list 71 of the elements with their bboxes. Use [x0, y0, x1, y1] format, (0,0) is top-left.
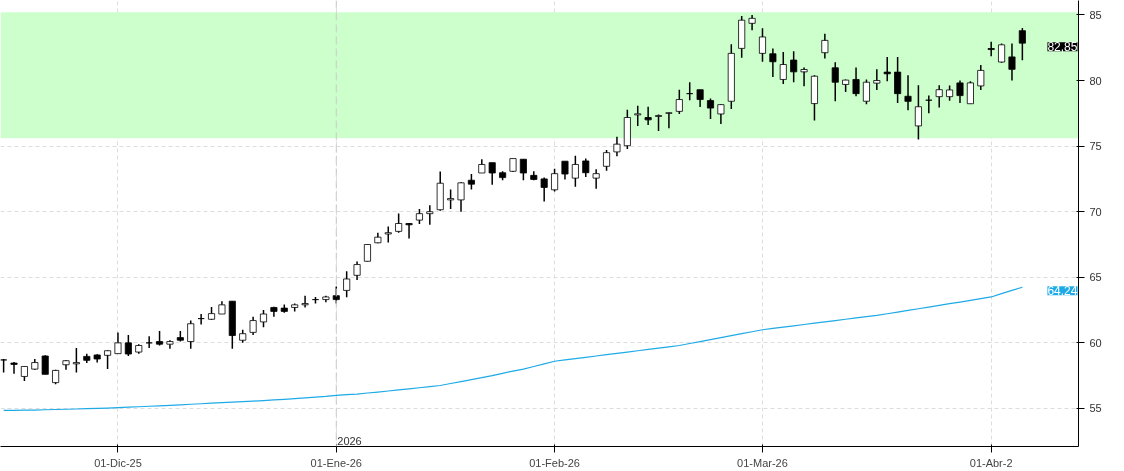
candlestick — [862, 78, 870, 105]
y-tick-label: 75 — [1089, 140, 1102, 153]
candlestick — [956, 79, 964, 104]
ref-line-label: 2026 — [337, 434, 362, 447]
candlestick — [779, 51, 787, 85]
candlestick — [582, 157, 590, 178]
y-tick-label: 60 — [1089, 336, 1102, 349]
candlestick — [540, 176, 548, 203]
candlestick — [592, 168, 600, 190]
candlestick — [145, 335, 153, 349]
x-tick-label: 01-Feb-26 — [529, 456, 580, 469]
candlestick — [665, 111, 673, 130]
candlestick — [10, 361, 18, 375]
y-tick-label: 70 — [1089, 205, 1102, 218]
y-tick-label: 55 — [1089, 402, 1102, 415]
candlestick — [675, 88, 683, 115]
candlestick — [1008, 42, 1016, 82]
text: 82,85 — [1047, 40, 1078, 55]
candlestick — [821, 32, 829, 60]
candlestick — [343, 270, 351, 299]
candlestick — [447, 188, 455, 210]
candlestick — [124, 334, 132, 357]
candlestick — [301, 294, 309, 309]
candlestick — [904, 74, 912, 111]
candlestick — [831, 61, 839, 102]
candlestick — [603, 149, 611, 172]
candlestick — [894, 56, 902, 104]
candlestick — [873, 68, 881, 91]
candlestick — [935, 84, 943, 109]
candlestick — [634, 104, 642, 127]
line-series — [3, 286, 1023, 412]
candlestick — [977, 64, 985, 91]
candlestick — [114, 331, 122, 355]
candlestick — [519, 158, 527, 181]
candlestick — [800, 66, 808, 87]
candlestick — [914, 84, 922, 141]
candlestick — [758, 27, 766, 63]
candlestick — [384, 225, 392, 244]
candlestick — [405, 222, 413, 240]
x-tick-label: 01-Ene-26 — [310, 456, 362, 469]
candlestick — [72, 347, 80, 374]
candlestick — [790, 50, 798, 83]
candlestick — [104, 349, 112, 370]
text: 64,24 — [1047, 284, 1078, 299]
candlestick — [187, 319, 195, 350]
candlestick — [488, 161, 496, 186]
candlestick — [457, 181, 465, 213]
y-tick-label: 85 — [1089, 8, 1102, 21]
candlestick — [769, 47, 777, 78]
candlestick — [353, 260, 361, 281]
candlestick — [987, 41, 995, 57]
candlestick — [883, 56, 891, 82]
x-tick-label: 01-Mar-26 — [737, 456, 788, 469]
candlestick — [249, 315, 257, 336]
candlestick — [1018, 27, 1026, 62]
y-tick-label: 80 — [1089, 74, 1102, 87]
candlestick — [966, 80, 974, 105]
candlestick — [613, 135, 621, 157]
candlestick — [571, 155, 579, 188]
candlestick — [551, 167, 559, 193]
x-tick-label: 01-Abr-2 — [969, 456, 1013, 469]
candlestick — [426, 204, 434, 226]
candlestick — [644, 106, 652, 126]
candlestick — [717, 103, 725, 125]
y-tick-label: 65 — [1089, 271, 1102, 284]
candlestick — [41, 354, 49, 376]
candlestick — [395, 212, 403, 234]
candlestick — [561, 160, 569, 181]
candlestick — [852, 66, 860, 98]
candlestick — [706, 97, 715, 120]
x-tick-label: 01-Dic-25 — [94, 456, 142, 469]
